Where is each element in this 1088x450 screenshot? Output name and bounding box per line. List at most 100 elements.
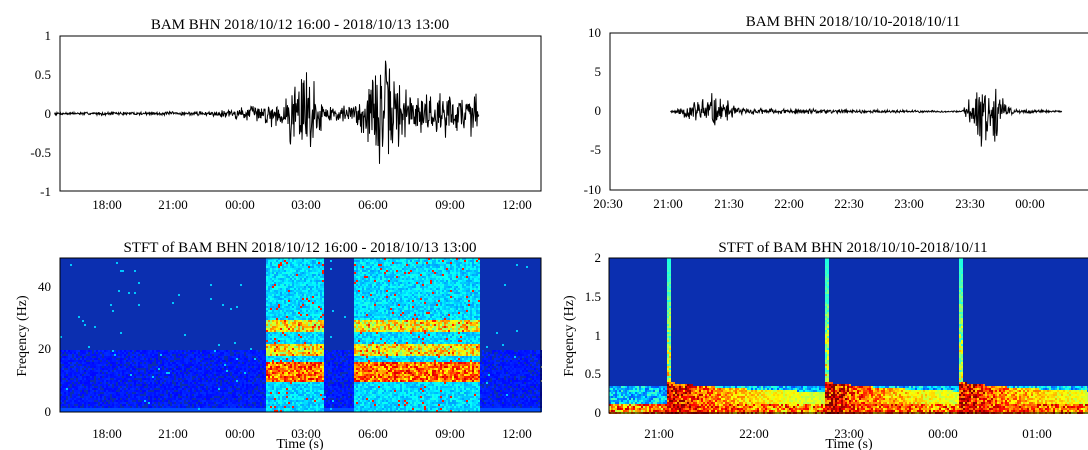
- spectrogram-cell: [92, 378, 94, 380]
- spectrogram-cell: [282, 290, 284, 292]
- spectrogram-cell: [302, 406, 304, 408]
- spectrogram-cell: [286, 320, 288, 322]
- spectrogram-cell: [224, 364, 226, 366]
- spectrogram-cell: [286, 278, 288, 280]
- spectrogram-cell: [234, 404, 236, 406]
- spectrogram-cell: [214, 382, 216, 384]
- spectrogram-cell: [292, 292, 294, 294]
- spectrogram-cell: [312, 352, 314, 354]
- spectrogram-cell: [304, 302, 306, 304]
- spectrogram-cell: [296, 330, 298, 332]
- spectrogram-cell: [320, 294, 322, 296]
- spectrogram-cell: [320, 350, 322, 352]
- spectrogram-cell: [90, 388, 92, 390]
- spectrogram-cell: [242, 354, 244, 356]
- spectrogram-cell: [62, 394, 64, 396]
- spectrogram-cell: [126, 352, 128, 354]
- spectrogram-cell: [240, 380, 242, 382]
- spectrogram-cell: [190, 398, 192, 400]
- spectrogram-cell: [294, 396, 296, 398]
- spectrogram-cell: [266, 340, 268, 342]
- spectrogram-cell: [140, 410, 142, 412]
- spectrogram-cell: [280, 300, 282, 302]
- spectrogram-cell: [292, 332, 294, 334]
- spectrogram-cell: [168, 372, 170, 374]
- spectrogram-cell: [292, 290, 294, 292]
- spectrogram-cell: [310, 290, 312, 292]
- spectrogram-cell: [110, 402, 112, 404]
- spectrogram-cell: [288, 338, 290, 340]
- spectrogram-cell: [188, 410, 190, 412]
- spectrogram-cell: [294, 320, 296, 322]
- spectrogram-cell: [302, 356, 304, 358]
- spectrogram-cell: [204, 380, 206, 382]
- spectrogram-cell: [308, 316, 310, 318]
- spectrogram-cell: [294, 282, 296, 284]
- spectrogram-cell: [322, 330, 324, 332]
- spectrogram-cell: [320, 398, 322, 400]
- spectrogram-cell: [78, 374, 80, 376]
- spectrogram-cell: [312, 304, 314, 306]
- spectrogram-cell: [286, 356, 288, 358]
- spectrogram-cell: [120, 332, 122, 334]
- spectrogram-cell: [284, 308, 286, 310]
- spectrogram-cell: [324, 376, 326, 378]
- spectrogram-cell: [72, 350, 74, 352]
- spectrogram-cell: [106, 350, 108, 352]
- spectrogram-cell: [244, 406, 246, 408]
- spectrogram-cell: [318, 324, 320, 326]
- spectrogram-cell: [290, 306, 292, 308]
- spectrogram-cell: [268, 368, 270, 370]
- spectrogram-cell: [86, 362, 88, 364]
- spectrogram-cell: [246, 354, 248, 356]
- spectrogram-cell: [304, 324, 306, 326]
- spectrogram-cell: [292, 260, 294, 262]
- spectrogram-cell: [274, 266, 276, 268]
- spectrogram-cell: [298, 266, 300, 268]
- spectrogram-cell: [290, 368, 292, 370]
- spectrogram-cell: [106, 362, 108, 364]
- spectrogram-cell: [296, 324, 298, 326]
- spectrogram-cell: [270, 388, 272, 390]
- spectrogram-cell: [312, 298, 314, 300]
- spectrogram-cell: [260, 394, 262, 396]
- spectrogram-cell: [300, 286, 302, 288]
- spectrogram-cell: [120, 388, 122, 390]
- spectrogram-cell: [142, 360, 144, 362]
- spectrogram-cell: [258, 400, 260, 402]
- spectrogram-cell: [308, 326, 310, 328]
- spectrogram-cell: [100, 358, 102, 360]
- spectrogram-cell: [126, 350, 128, 352]
- spectrogram-cell: [294, 348, 296, 350]
- y-tick-label: 0: [45, 106, 52, 121]
- spectrogram-cell: [232, 394, 234, 396]
- spectrogram-cell: [134, 352, 136, 354]
- spectrogram-cell: [210, 396, 212, 398]
- spectrogram-cell: [142, 358, 144, 360]
- spectrogram-cell: [276, 336, 278, 338]
- spectrogram-cell: [316, 378, 318, 380]
- spectrogram-cell: [274, 296, 276, 298]
- spectrogram-cell: [126, 382, 128, 384]
- spectrogram-cell: [294, 264, 296, 266]
- spectrogram-cell: [300, 348, 302, 350]
- spectrogram-cell: [288, 398, 290, 400]
- spectrogram-cell: [192, 356, 194, 358]
- spectrogram-cell: [102, 360, 104, 362]
- spectrogram-cell: [114, 392, 116, 394]
- spectrogram-cell: [170, 406, 172, 408]
- spectrogram-cell: [120, 410, 122, 412]
- spectrogram-cell: [278, 308, 280, 310]
- spectrogram-cell: [312, 272, 314, 274]
- spectrogram-cell: [168, 362, 170, 364]
- spectrogram-cell: [316, 274, 318, 276]
- spectrogram-cell: [68, 396, 70, 398]
- spectrogram-cell: [106, 402, 108, 404]
- spectrogram-cell: [292, 392, 294, 394]
- spectrogram-cell: [114, 406, 116, 408]
- spectrogram-cell: [88, 378, 90, 380]
- spectrogram-cell: [90, 400, 92, 402]
- spectrogram-cell: [272, 296, 274, 298]
- spectrogram-cell: [268, 356, 270, 358]
- spectrogram-cell: [150, 380, 152, 382]
